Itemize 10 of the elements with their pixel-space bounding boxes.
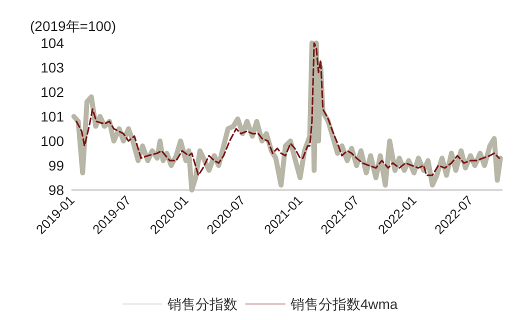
y-tick-label: 104 [40, 35, 64, 51]
legend-label: 销售分指数 [166, 296, 238, 312]
y-tick-label: 100 [40, 133, 64, 149]
y-tick-label: 98 [48, 182, 64, 198]
y-tick-label: 103 [40, 60, 64, 76]
y-tick-label: 102 [40, 84, 64, 100]
y-tick-label: 99 [48, 158, 64, 174]
y-tick-label: 101 [40, 108, 64, 124]
legend-label: 销售分指数4wma [289, 296, 398, 312]
y-axis-title: (2019年=100) [30, 18, 116, 34]
